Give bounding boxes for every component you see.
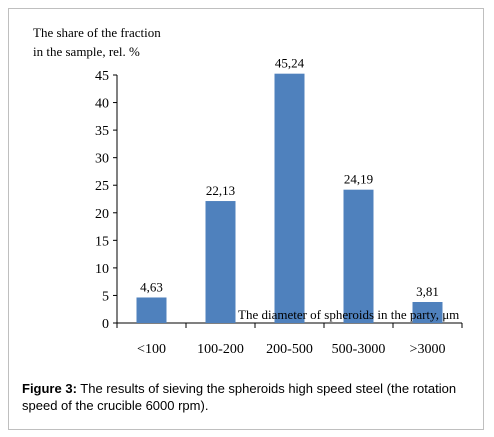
- bar-value-labels: 4,63 22,13 45,24 24,19 3,81: [140, 56, 439, 299]
- y-tick-label-2: 10: [95, 262, 109, 277]
- bar-0: [136, 297, 167, 323]
- bar-3: [343, 189, 374, 323]
- y-tick-label-3: 15: [95, 234, 109, 249]
- caption-text: The results of sieving the spheroids hig…: [22, 381, 457, 413]
- bar-value-label-2: 45,24: [275, 56, 305, 71]
- x-tick-label-2: 200-500: [266, 342, 313, 357]
- y-axis-label-line1: The share of the fraction: [33, 25, 161, 40]
- bar-2: [274, 73, 305, 323]
- y-tick-label-7: 35: [95, 124, 109, 139]
- x-tick-label-1: 100-200: [197, 342, 244, 357]
- bar-value-label-1: 22,13: [206, 183, 235, 198]
- y-tick-label-6: 30: [95, 152, 109, 167]
- y-axis-label: The share of the fraction in the sample,…: [33, 23, 233, 61]
- y-tick-label-9: 45: [95, 69, 109, 84]
- x-tick-label-0: <100: [137, 342, 166, 357]
- bar-4: [412, 302, 443, 323]
- x-axis-ticks: <100 100-200 200-500 500-3000 >3000: [116, 323, 463, 357]
- y-tick-label-1: 5: [102, 289, 109, 304]
- figure-frame: [8, 8, 484, 430]
- bar-value-label-0: 4,63: [140, 279, 163, 294]
- bar-value-label-4: 3,81: [416, 284, 439, 299]
- bar-1: [205, 201, 236, 323]
- x-tick-label-3: 500-3000: [332, 342, 386, 357]
- y-axis-label-line2: in the sample, rel. %: [33, 44, 140, 59]
- y-tick-label-0: 0: [102, 317, 109, 332]
- y-tick-label-4: 20: [95, 207, 109, 222]
- bar-value-label-3: 24,19: [344, 172, 373, 187]
- y-axis-ticks: 0 5 10 15 20 25 30 35 40 45: [95, 69, 117, 332]
- x-tick-label-4: >3000: [410, 342, 446, 357]
- x-axis-label: The diameter of spheroids in the party, …: [238, 307, 460, 322]
- chart-bars: [136, 73, 443, 323]
- y-tick-label-8: 40: [95, 97, 109, 112]
- caption-label: Figure 3:: [22, 381, 77, 396]
- figure-caption: Figure 3: The results of sieving the sph…: [22, 380, 472, 414]
- y-tick-label-5: 25: [95, 179, 109, 194]
